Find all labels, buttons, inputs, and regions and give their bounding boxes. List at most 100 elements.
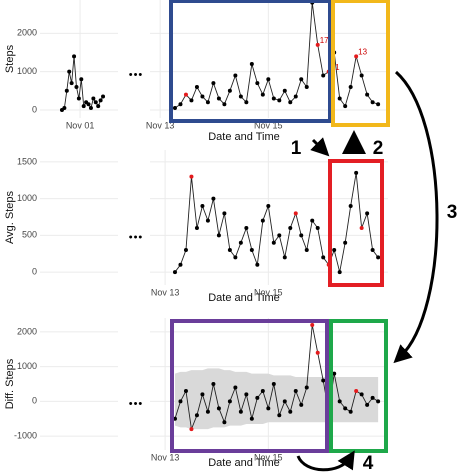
axis-break: ••• [129, 398, 144, 410]
point [172, 270, 177, 275]
point [337, 270, 342, 275]
point [293, 94, 298, 99]
point [255, 395, 260, 400]
point [304, 84, 309, 89]
x-tick-label: Nov 15 [254, 452, 283, 462]
point [337, 96, 342, 101]
point [76, 96, 81, 101]
point [260, 388, 265, 393]
point [359, 392, 364, 397]
point [227, 88, 232, 93]
highlight-point [354, 54, 359, 59]
point [93, 100, 98, 105]
point [244, 100, 249, 105]
highlight-box [331, 0, 390, 127]
point [244, 392, 249, 397]
point [238, 94, 243, 99]
point [304, 385, 309, 390]
point [293, 388, 298, 393]
line [174, 172, 379, 273]
point [266, 77, 271, 82]
point [81, 104, 86, 109]
point [233, 385, 238, 390]
y-axis-title: Steps [4, 44, 16, 73]
point [271, 96, 276, 101]
arrow [393, 70, 439, 364]
point [271, 382, 276, 386]
arrow [296, 450, 355, 472]
highlight-point [354, 388, 359, 393]
y-tick-label: -1000 [14, 430, 37, 440]
point [211, 196, 216, 201]
point [200, 94, 205, 99]
point-label: 21 [331, 63, 340, 72]
point [304, 248, 309, 253]
point [69, 81, 74, 86]
point [343, 240, 348, 245]
point [194, 226, 199, 231]
point [244, 226, 249, 231]
point [74, 84, 79, 89]
point [255, 81, 260, 86]
point [260, 92, 265, 97]
point [288, 409, 293, 414]
point [238, 409, 243, 414]
point [238, 240, 243, 245]
point [310, 218, 315, 223]
point-label: 13 [358, 47, 367, 56]
highlight-point [315, 350, 320, 355]
point [370, 395, 375, 400]
point [354, 170, 359, 175]
point [365, 211, 370, 216]
y-tick-label: 1500 [17, 156, 37, 166]
point [348, 203, 353, 208]
point [216, 406, 221, 411]
x-tick-label: Nov 15 [254, 287, 283, 297]
point [370, 100, 375, 105]
highlight-box [170, 319, 329, 453]
y-tick-label: 2000 [17, 326, 37, 336]
point [205, 409, 210, 414]
y-tick-label: 1000 [17, 66, 37, 76]
point [321, 378, 326, 383]
y-tick-label: 500 [22, 230, 37, 240]
point [194, 84, 199, 89]
y-tick-label: 0 [32, 396, 37, 406]
point [91, 96, 96, 101]
point [315, 226, 320, 231]
point [277, 98, 282, 103]
point [86, 102, 91, 107]
highlight-point [315, 42, 320, 47]
arrow [310, 137, 330, 157]
point [205, 218, 210, 223]
point [321, 73, 326, 78]
point [255, 262, 260, 267]
point [266, 203, 271, 208]
point [183, 388, 188, 393]
point [194, 413, 199, 418]
point [211, 81, 216, 86]
point [299, 233, 304, 238]
x-axis-title: Date and Time [208, 457, 280, 469]
annotation: 2 [373, 138, 384, 159]
y-axis-title: Diff. Steps [4, 358, 16, 409]
point [376, 102, 381, 107]
point [233, 73, 238, 78]
point [101, 94, 106, 99]
point [222, 211, 227, 216]
point-label: 17 [320, 36, 329, 45]
point [365, 402, 370, 407]
point [183, 248, 188, 253]
point [337, 399, 342, 404]
axis-break: ••• [129, 69, 144, 81]
y-tick-label: 2000 [17, 28, 37, 38]
point [249, 248, 254, 253]
point [178, 399, 183, 404]
point [227, 248, 232, 253]
point [288, 226, 293, 231]
point [178, 262, 183, 267]
point [376, 399, 381, 404]
y-tick-label: 0 [32, 104, 37, 114]
point [348, 409, 353, 414]
